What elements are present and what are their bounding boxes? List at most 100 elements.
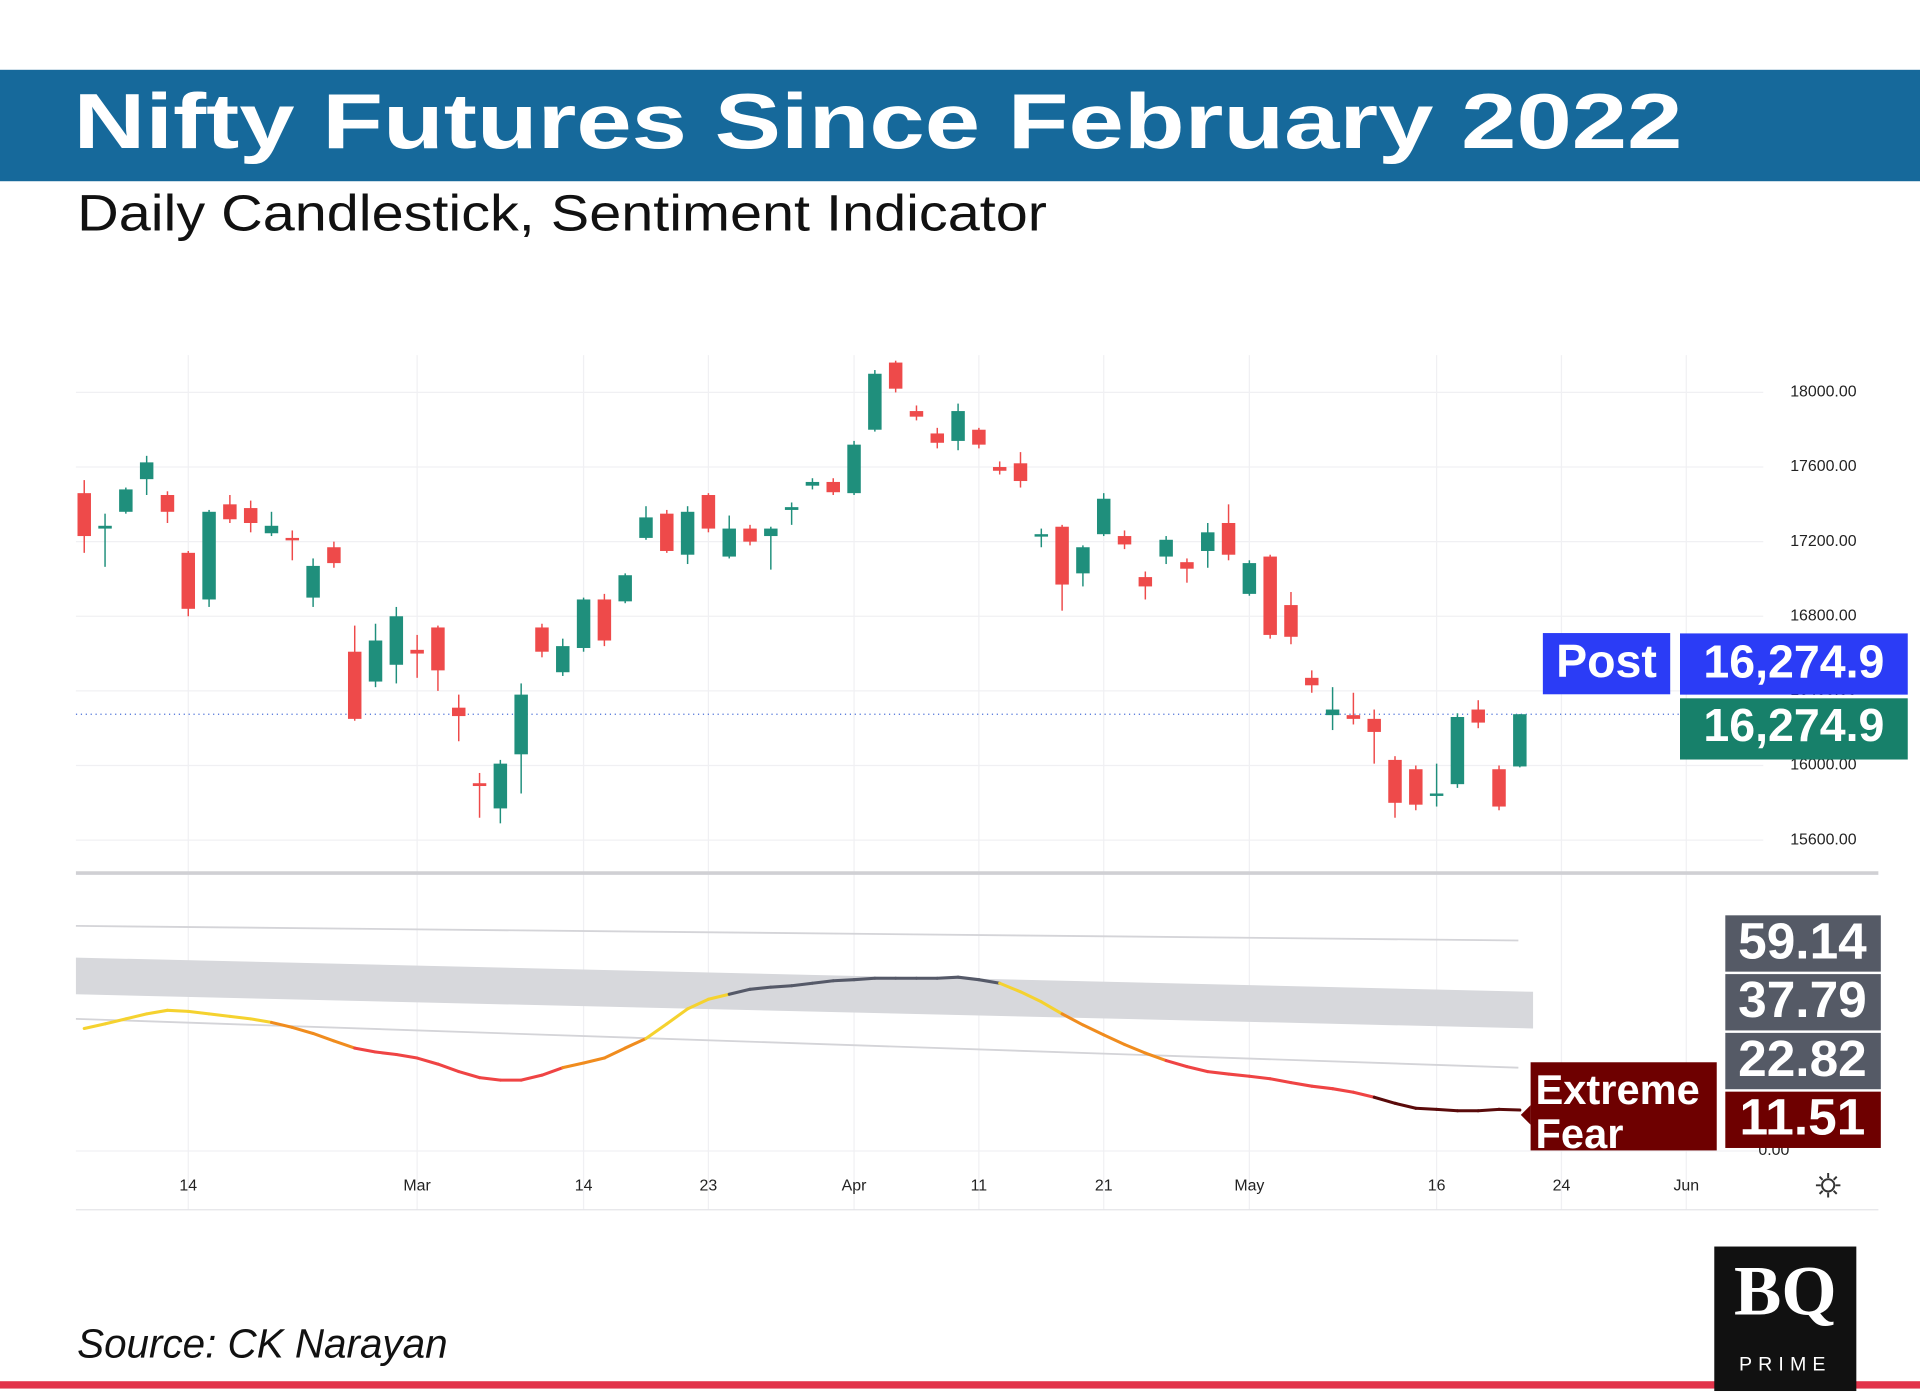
candle-body bbox=[306, 565, 320, 598]
candle-body bbox=[764, 528, 778, 537]
level-badge bbox=[1725, 1032, 1881, 1090]
candle-body bbox=[1471, 709, 1485, 723]
post-label: Post bbox=[1556, 635, 1657, 687]
candle-body bbox=[1013, 463, 1028, 482]
sentiment-line bbox=[415, 1056, 440, 1066]
candle-body bbox=[202, 511, 216, 600]
candle-body bbox=[77, 493, 91, 537]
candle-body bbox=[285, 537, 300, 541]
candle-body bbox=[1450, 717, 1465, 785]
candle-body bbox=[1201, 532, 1215, 551]
level-badge bbox=[1725, 974, 1881, 1031]
sentiment-line bbox=[394, 1052, 419, 1060]
sentiment-line bbox=[1331, 1087, 1355, 1094]
candle-body bbox=[98, 525, 112, 529]
sentiment-line bbox=[1122, 1042, 1147, 1055]
sentiment-line bbox=[1081, 1023, 1106, 1037]
annotation: Extreme Fear bbox=[1536, 1066, 1700, 1157]
candle-body bbox=[1346, 715, 1361, 719]
candle-body bbox=[1138, 577, 1153, 587]
sentiment-band bbox=[75, 957, 1534, 1029]
sentiment-line bbox=[1497, 1107, 1522, 1112]
level-label: 37.79 bbox=[1738, 970, 1867, 1028]
sentiment-line bbox=[436, 1062, 461, 1074]
candle-body bbox=[389, 616, 404, 665]
sentiment-line bbox=[478, 1076, 502, 1082]
sentiment-line bbox=[998, 981, 1023, 994]
sentiment-line bbox=[1414, 1106, 1439, 1111]
level-line bbox=[75, 924, 1519, 942]
sentiment-line bbox=[1039, 1000, 1064, 1016]
post-price-label: 16,274.9 bbox=[1703, 636, 1884, 688]
candle-body bbox=[743, 528, 757, 542]
settings-icon[interactable] bbox=[1815, 1173, 1841, 1198]
candle-body bbox=[410, 649, 424, 654]
candle-body bbox=[660, 513, 674, 551]
sentiment-line bbox=[1164, 1059, 1189, 1069]
sentiment-line bbox=[582, 1056, 606, 1065]
logo-text: BQ bbox=[1734, 1252, 1837, 1330]
candle-body bbox=[930, 433, 945, 443]
sentiment-line bbox=[1289, 1081, 1314, 1088]
candle-body bbox=[1513, 714, 1527, 767]
candle-body bbox=[972, 429, 986, 445]
sentiment-line bbox=[228, 1014, 253, 1021]
sentiment-line bbox=[311, 1031, 336, 1043]
candle-body bbox=[1055, 526, 1069, 585]
candle-body bbox=[327, 547, 341, 564]
candle-body bbox=[1429, 793, 1444, 796]
post-label-box bbox=[1542, 633, 1671, 695]
candle-body bbox=[556, 646, 570, 673]
y-tick-label: 18000.00 bbox=[1790, 384, 1856, 401]
sentiment-line bbox=[124, 1012, 149, 1021]
candle-body bbox=[1388, 759, 1402, 803]
sentiment-line bbox=[1060, 1012, 1085, 1027]
x-tick-label: 14 bbox=[179, 1178, 197, 1195]
sentiment-line bbox=[561, 1061, 586, 1070]
candle-body bbox=[1305, 677, 1319, 686]
sentiment-line bbox=[145, 1008, 169, 1016]
sentiment-line bbox=[810, 979, 835, 985]
candle-body bbox=[1117, 536, 1132, 545]
x-tick-label: May bbox=[1234, 1178, 1264, 1195]
candle-body bbox=[868, 373, 882, 430]
candle-body bbox=[888, 362, 903, 389]
sentiment-line bbox=[373, 1050, 398, 1057]
candle-body bbox=[119, 489, 133, 512]
sentiment-line bbox=[790, 981, 814, 988]
annotation-pointer bbox=[1520, 1105, 1531, 1125]
last-price-label: 16,274.9 bbox=[1703, 699, 1884, 751]
plot-area: 14 Mar 14 23 Apr 11 21 May 16 24 Jun 15600.00 16000.… bbox=[75, 355, 1908, 1210]
level-badge bbox=[1725, 915, 1881, 972]
candle-body bbox=[1221, 522, 1236, 555]
sentiment-line bbox=[1143, 1051, 1168, 1063]
source-note: Source: CK Narayan bbox=[77, 1321, 447, 1367]
sentiment-line bbox=[706, 992, 731, 1001]
sentiment-line bbox=[852, 976, 877, 982]
sentiment-line bbox=[1018, 990, 1043, 1004]
post-price-box bbox=[1680, 633, 1908, 695]
x-tick-label: Mar bbox=[403, 1178, 431, 1195]
candle-body bbox=[181, 552, 196, 609]
candle-body bbox=[472, 783, 487, 787]
candle-body bbox=[1492, 769, 1506, 807]
candle-body bbox=[1096, 498, 1111, 535]
candle-body bbox=[826, 481, 840, 493]
sentiment-line bbox=[665, 1007, 690, 1026]
sentiment-line bbox=[1393, 1101, 1418, 1110]
candle-body bbox=[597, 599, 612, 641]
sentiment-line bbox=[1247, 1074, 1272, 1081]
candle-body bbox=[680, 511, 695, 555]
x-tick-label: 21 bbox=[1095, 1178, 1113, 1195]
candle-body bbox=[1263, 556, 1277, 635]
candle-body bbox=[223, 504, 237, 520]
level-label: 11.51 bbox=[1740, 1088, 1866, 1146]
sentiment-line bbox=[1372, 1095, 1397, 1105]
sentiment-line bbox=[269, 1020, 294, 1029]
sentiment-line bbox=[977, 978, 1002, 985]
sentiment-line bbox=[290, 1025, 315, 1035]
candle-body bbox=[951, 411, 965, 441]
sentiment-line bbox=[103, 1017, 128, 1026]
logo-box bbox=[1714, 1246, 1857, 1392]
